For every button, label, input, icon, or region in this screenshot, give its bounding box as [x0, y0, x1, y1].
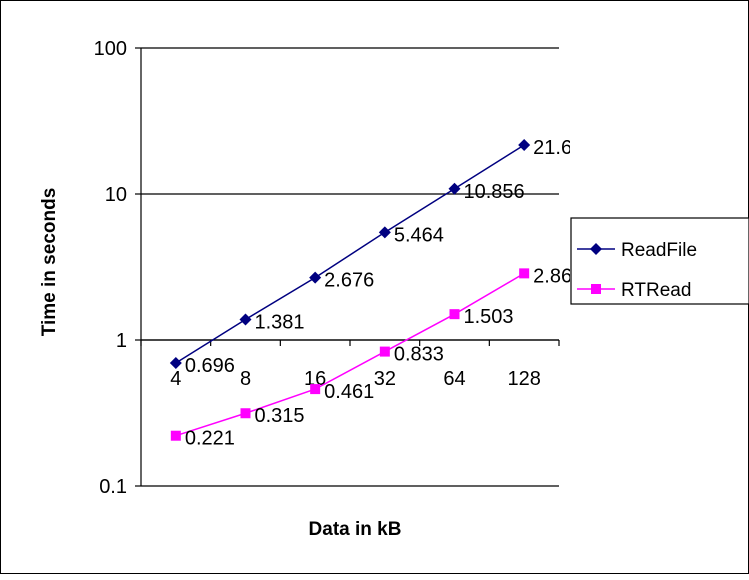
data-point-readfile — [448, 182, 461, 195]
y-tick-label: 0.1 — [99, 476, 127, 498]
legend: ReadFile RTRead — [570, 217, 749, 305]
x-tick-label: 32 — [374, 368, 396, 390]
data-label-rtread: 0.461 — [324, 381, 374, 403]
gridlines — [141, 47, 559, 487]
series-layer — [169, 138, 531, 441]
x-tick-label: 64 — [443, 368, 465, 390]
y-tick-label: 1 — [116, 330, 127, 352]
data-label-readfile: 0.696 — [185, 355, 235, 377]
data-label-rtread: 2.86 — [533, 265, 572, 287]
data-point-rtread — [519, 268, 530, 279]
data-point-readfile — [518, 138, 531, 151]
data-point-readfile — [239, 313, 252, 326]
series-line-readfile — [175, 144, 525, 364]
y-tick-label: 10 — [105, 184, 127, 206]
data-label-rtread: 0.221 — [185, 428, 235, 450]
data-point-readfile — [169, 356, 182, 369]
legend-marker-readfile — [590, 243, 602, 255]
y-axis-title: Time in seconds — [39, 188, 60, 337]
y-axis-ticks: 0.1 1 10 100 — [94, 38, 141, 498]
data-label-readfile: 5.464 — [394, 224, 444, 246]
data-point-rtread — [379, 346, 390, 357]
data-label-rtread: 0.315 — [255, 405, 305, 427]
data-label-readfile: 1.381 — [255, 312, 305, 334]
data-point-rtread — [170, 430, 181, 441]
x-tick-label: 16 — [304, 368, 326, 390]
data-point-rtread — [240, 408, 251, 419]
data-label-readfile: 2.676 — [324, 270, 374, 292]
x-tick-label: 8 — [240, 368, 251, 390]
x-axis-title: Data in kB — [309, 519, 402, 540]
legend-label-rtread: RTRead — [621, 280, 691, 301]
data-label-readfile: 10.856 — [464, 181, 525, 203]
data-label-rtread: 0.833 — [394, 344, 444, 366]
x-tick-label: 4 — [170, 368, 181, 390]
x-axis-ticks: 4 8 16 32 64 128 — [140, 340, 560, 390]
legend-marker-rtread — [591, 284, 601, 294]
data-point-readfile — [378, 226, 391, 239]
series-line-rtread — [175, 272, 525, 437]
legend-label-readfile: ReadFile — [621, 240, 697, 261]
data-label-rtread: 1.503 — [464, 306, 514, 328]
data-point-rtread — [449, 309, 460, 320]
data-labels: 0.696 1.381 2.676 5.464 10.856 21.662 0.221 0.3… — [185, 137, 594, 450]
data-label-readfile: 21.662 — [533, 137, 594, 159]
x-tick-label: 128 — [507, 368, 540, 390]
data-point-rtread — [310, 384, 321, 395]
y-tick-label: 100 — [94, 38, 127, 60]
data-point-readfile — [309, 271, 322, 284]
